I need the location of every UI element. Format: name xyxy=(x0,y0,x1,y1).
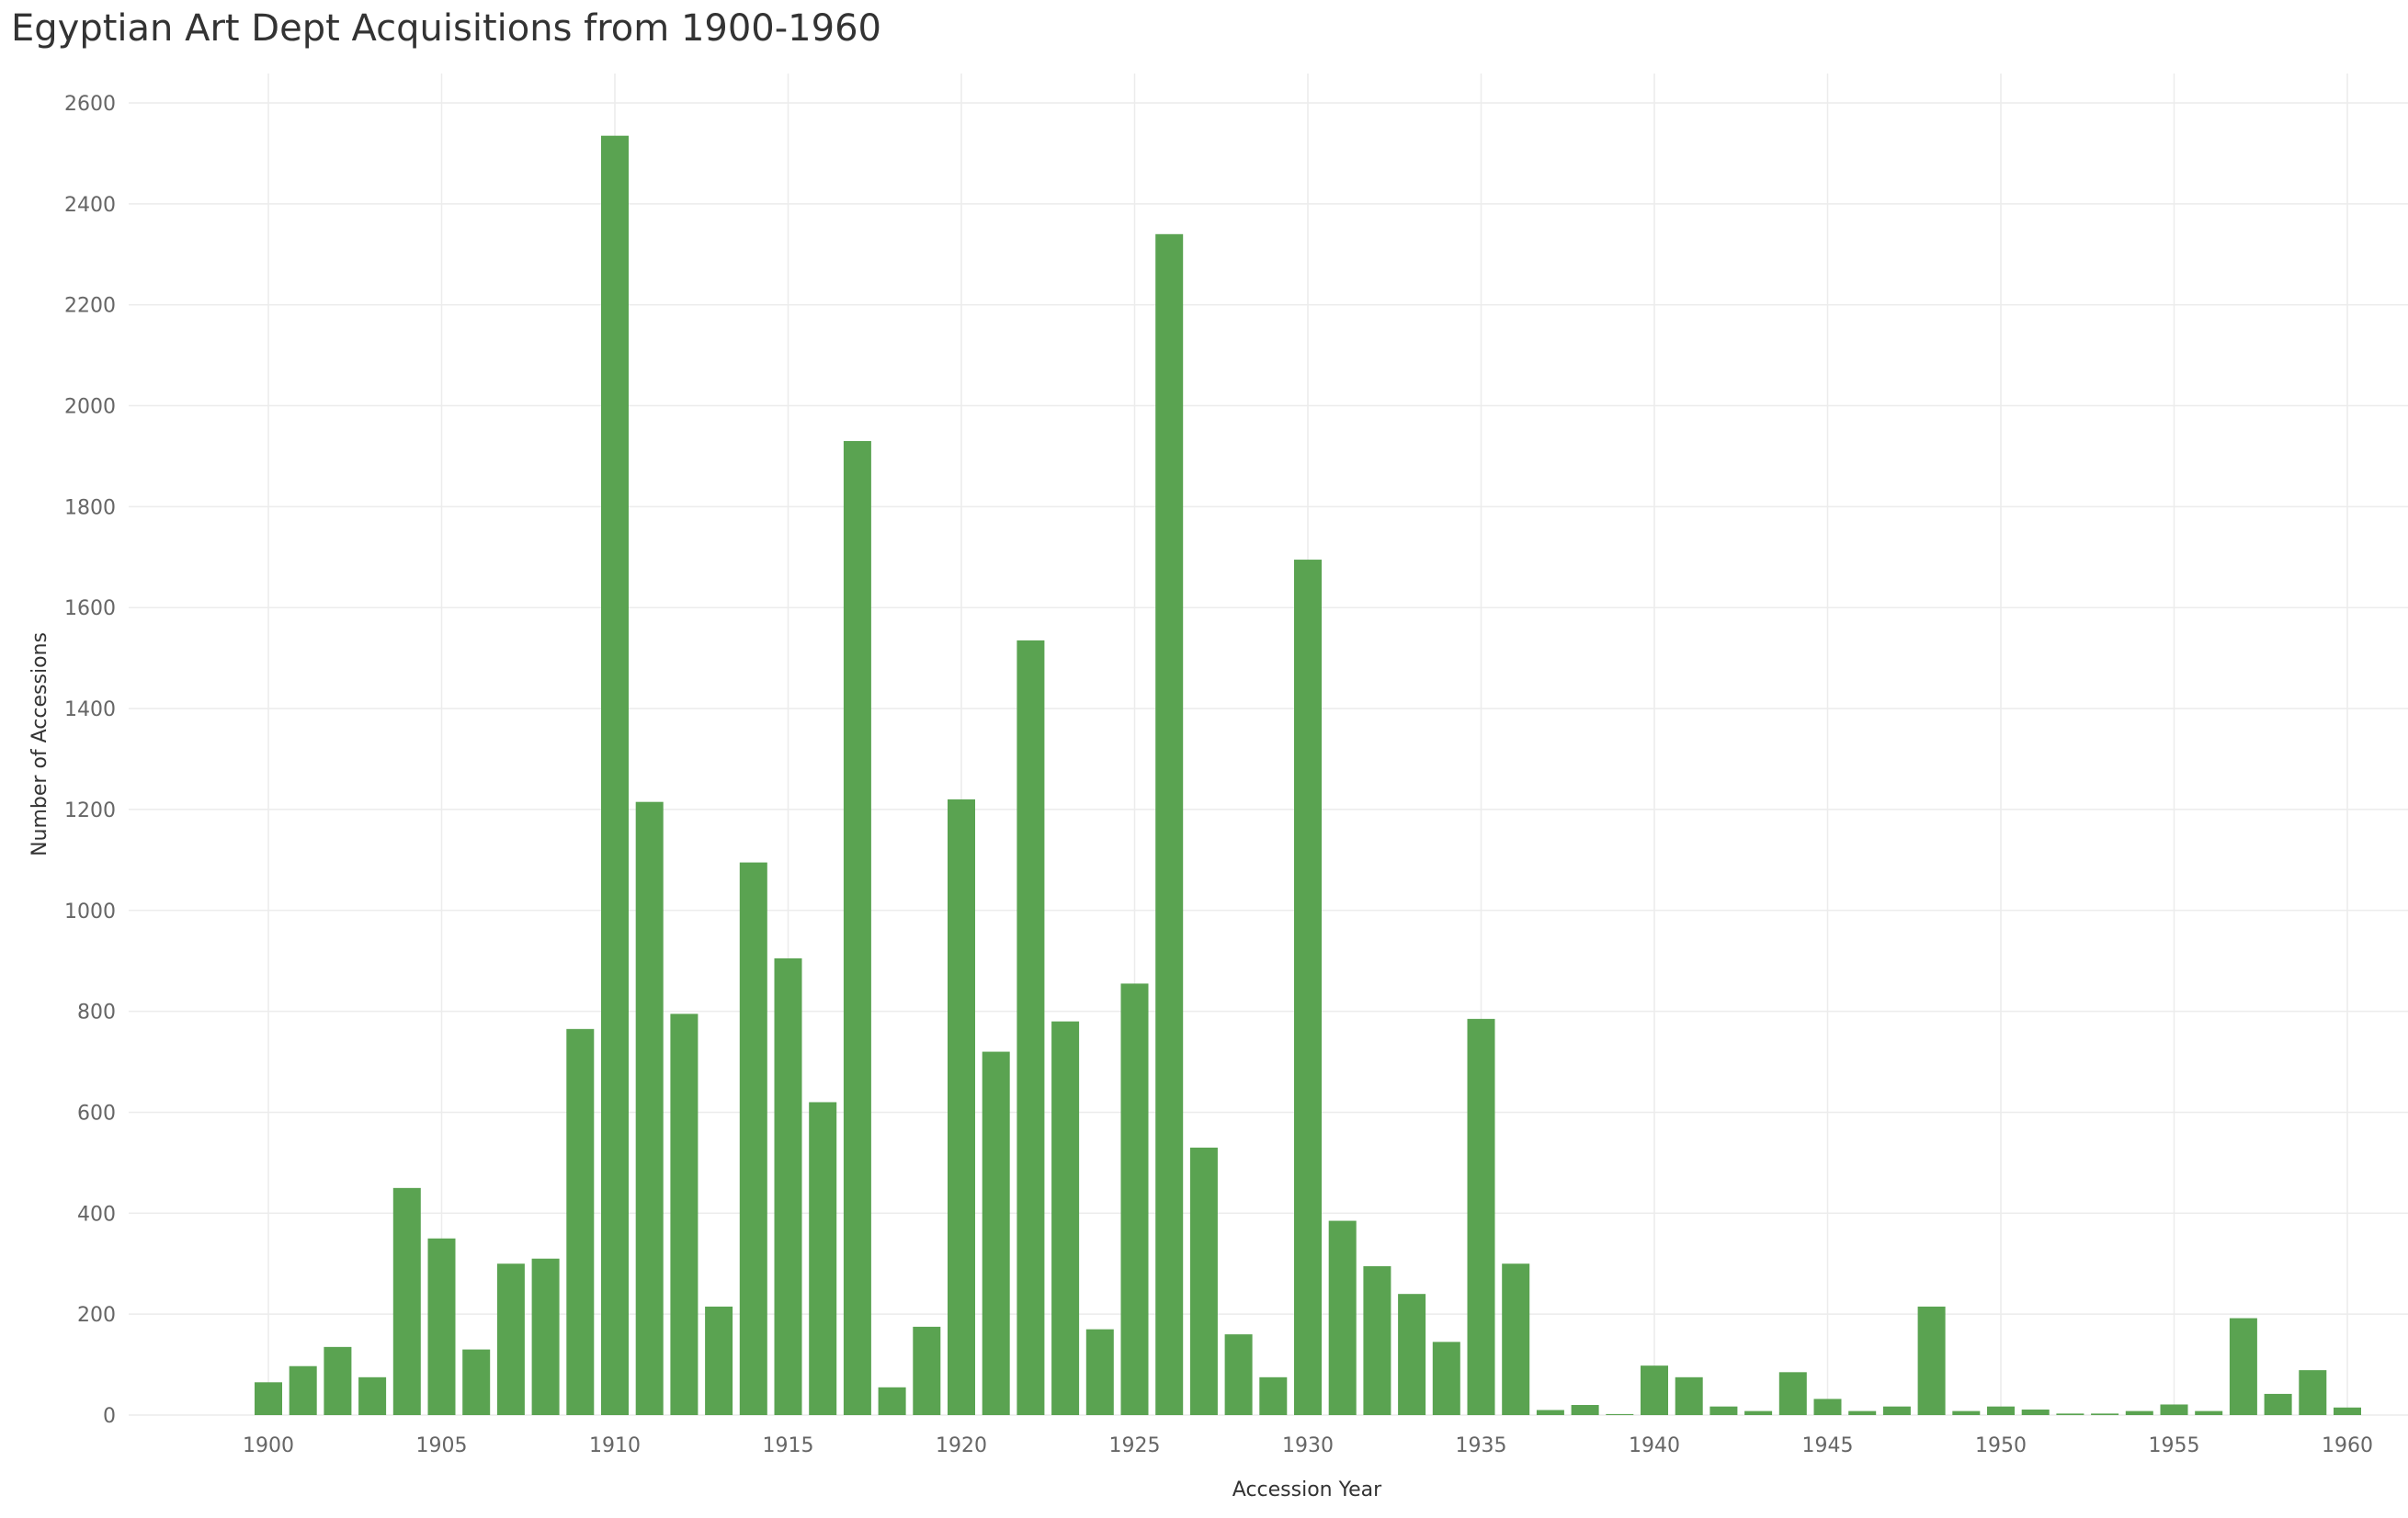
x-tick-label: 1900 xyxy=(243,1434,294,1457)
bar-1935[interactable] xyxy=(1467,1018,1495,1415)
y-tick-label: 1000 xyxy=(64,901,116,923)
bar-1910[interactable] xyxy=(601,135,629,1416)
bar-1907[interactable] xyxy=(496,1263,525,1415)
y-tick-label: 2400 xyxy=(64,194,116,217)
bar-1950[interactable] xyxy=(1987,1406,2015,1415)
bar-1939[interactable] xyxy=(1606,1413,1634,1415)
bar-1905[interactable] xyxy=(427,1238,456,1415)
bar-1953[interactable] xyxy=(2091,1413,2119,1415)
bar-1919[interactable] xyxy=(913,1326,941,1415)
gridlines xyxy=(129,74,2408,1416)
bar-1924[interactable] xyxy=(1085,1329,1114,1415)
x-axis-title: Accession Year xyxy=(1232,1478,1382,1501)
y-tick-label: 2000 xyxy=(64,396,116,419)
x-tick-label: 1920 xyxy=(936,1434,987,1457)
y-tick-label: 2600 xyxy=(64,93,116,116)
bar-1926[interactable] xyxy=(1155,233,1184,1415)
x-tick-label: 1925 xyxy=(1109,1434,1161,1457)
bar-1930[interactable] xyxy=(1294,560,1322,1415)
bar-1917[interactable] xyxy=(843,440,871,1415)
bar-1911[interactable] xyxy=(635,801,664,1415)
y-tick-label: 800 xyxy=(77,1002,116,1025)
bar-1941[interactable] xyxy=(1675,1376,1703,1415)
bar-1903[interactable] xyxy=(358,1376,387,1415)
y-tick-label: 1600 xyxy=(64,597,116,620)
bar-1947[interactable] xyxy=(1882,1406,1911,1415)
bar-1904[interactable] xyxy=(392,1187,421,1415)
bar-1922[interactable] xyxy=(1017,640,1045,1415)
x-tick-label: 1935 xyxy=(1456,1434,1507,1457)
bar-1902[interactable] xyxy=(324,1346,352,1415)
x-tick-label: 1940 xyxy=(1629,1434,1680,1457)
bar-1908[interactable] xyxy=(531,1258,560,1415)
bar-1948[interactable] xyxy=(1917,1306,1946,1415)
bar-1956[interactable] xyxy=(2195,1410,2223,1415)
bar-1920[interactable] xyxy=(948,799,975,1415)
bar-1918[interactable] xyxy=(878,1387,906,1415)
bar-1916[interactable] xyxy=(809,1102,837,1415)
y-axis-title: Number of Accessions xyxy=(28,632,51,856)
bar-1960[interactable] xyxy=(2334,1407,2361,1415)
bar-1923[interactable] xyxy=(1051,1021,1080,1415)
y-axis-ticks: 0 200 400 600 800 1000 1200 1400 1600 1800 2000 220… xyxy=(64,93,116,1428)
bar-1940[interactable] xyxy=(1641,1365,1668,1415)
bar-1932[interactable] xyxy=(1363,1265,1391,1415)
x-tick-label: 1950 xyxy=(1975,1434,2027,1457)
bar-1901[interactable] xyxy=(289,1365,317,1415)
bar-1958[interactable] xyxy=(2264,1393,2292,1415)
bar-1928[interactable] xyxy=(1224,1334,1253,1415)
bar-1943[interactable] xyxy=(1744,1410,1773,1415)
bar-1937[interactable] xyxy=(1536,1410,1564,1415)
bar-1925[interactable] xyxy=(1120,983,1149,1415)
y-tick-label: 1400 xyxy=(64,698,116,721)
y-tick-label: 400 xyxy=(77,1203,116,1226)
bar-1954[interactable] xyxy=(2125,1410,2153,1415)
x-axis-ticks: 1900 1905 1910 1915 1920 1925 1930 1935 1940 1945… xyxy=(243,1434,2373,1457)
bar-1931[interactable] xyxy=(1328,1220,1357,1415)
bar-1927[interactable] xyxy=(1189,1147,1218,1415)
x-tick-label: 1955 xyxy=(2149,1434,2200,1457)
bar-1921[interactable] xyxy=(982,1051,1010,1415)
y-tick-label: 1800 xyxy=(64,496,116,519)
bar-1914[interactable] xyxy=(739,862,767,1415)
bar-1955[interactable] xyxy=(2160,1404,2188,1415)
bar-1944[interactable] xyxy=(1778,1372,1807,1415)
bar-1936[interactable] xyxy=(1502,1263,1530,1415)
bars xyxy=(255,135,2361,1416)
bar-1946[interactable] xyxy=(1848,1410,1877,1415)
bar-1933[interactable] xyxy=(1398,1294,1426,1415)
bar-1945[interactable] xyxy=(1813,1399,1842,1415)
x-tick-label: 1960 xyxy=(2322,1434,2373,1457)
x-tick-label: 1910 xyxy=(589,1434,641,1457)
y-tick-label: 0 xyxy=(103,1405,116,1428)
bar-1942[interactable] xyxy=(1709,1406,1738,1415)
x-tick-label: 1915 xyxy=(763,1434,814,1457)
bar-1912[interactable] xyxy=(670,1014,699,1415)
y-tick-label: 2200 xyxy=(64,295,116,318)
x-tick-label: 1905 xyxy=(416,1434,468,1457)
x-tick-label: 1945 xyxy=(1802,1434,1854,1457)
bar-1957[interactable] xyxy=(2229,1318,2257,1415)
chart-title: Egyptian Art Dept Acquisitions from 1900… xyxy=(11,7,881,50)
bar-1929[interactable] xyxy=(1259,1376,1288,1415)
bar-1906[interactable] xyxy=(462,1349,491,1415)
bar-1949[interactable] xyxy=(1952,1410,1981,1415)
y-tick-label: 200 xyxy=(77,1304,116,1327)
bar-1938[interactable] xyxy=(1571,1405,1599,1415)
bar-1909[interactable] xyxy=(566,1028,595,1415)
bar-1959[interactable] xyxy=(2299,1370,2327,1415)
x-tick-label: 1930 xyxy=(1282,1434,1334,1457)
bar-1900[interactable] xyxy=(255,1382,282,1415)
bar-1915[interactable] xyxy=(774,957,802,1415)
bar-1952[interactable] xyxy=(2056,1413,2084,1415)
bar-1951[interactable] xyxy=(2021,1409,2050,1415)
bar-1913[interactable] xyxy=(705,1306,733,1415)
bar-1934[interactable] xyxy=(1432,1342,1460,1415)
y-tick-label: 1200 xyxy=(64,799,116,822)
y-tick-label: 600 xyxy=(77,1102,116,1125)
